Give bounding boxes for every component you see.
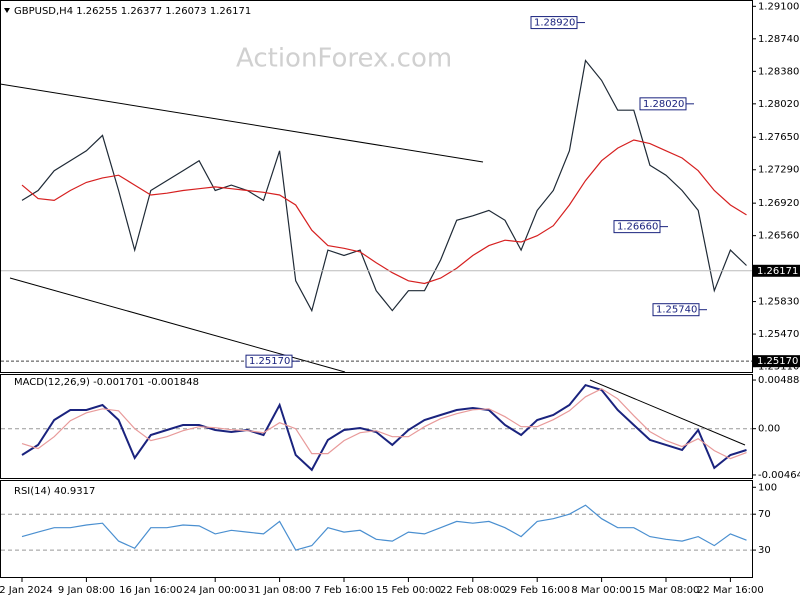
y-tick-label: 1.27290 (758, 165, 799, 176)
y-tick-label: 1.29100 (758, 1, 799, 12)
last-price-label: 1.26171 (757, 266, 798, 277)
channel-upper (0, 83, 484, 163)
x-tick-label: 22 Mar 16:00 (697, 585, 764, 596)
x-tick-label: 16 Jan 16:00 (119, 585, 182, 596)
series-line (21, 59, 747, 313)
y-tick-label: 30 (758, 545, 771, 556)
series-line (21, 383, 747, 472)
y-tick-label: 1.26920 (758, 198, 799, 209)
rsi-panel (0, 480, 753, 578)
x-tick-label: 15 Feb 00:00 (376, 585, 442, 596)
series-line (21, 504, 747, 551)
annotation-box (245, 354, 293, 368)
x-tick-label: 2 Jan 2024 (0, 585, 53, 596)
last-price-box (753, 264, 800, 277)
annotation-label: 1.25740 (656, 305, 697, 316)
annotation-label: 1.26660 (617, 222, 658, 233)
channel-lower (9, 277, 346, 373)
x-tick-label: 7 Feb 16:00 (314, 585, 373, 596)
price-panel (0, 0, 753, 373)
watermark: ActionForex.com (236, 44, 452, 74)
level-label: 1.25170 (757, 356, 798, 367)
x-tick-label: 24 Jan 00:00 (184, 585, 247, 596)
series-line (21, 388, 747, 460)
x-tick-label: 29 Feb 16:00 (504, 585, 570, 596)
y-tick-label: 100 (758, 482, 777, 493)
annotation-label: 1.28020 (643, 99, 684, 110)
x-tick-label: 9 Jan 08:00 (58, 585, 115, 596)
y-tick-label: 0.004884 (758, 375, 800, 386)
title-icon (4, 8, 10, 13)
level-box (753, 355, 800, 368)
y-tick-label: 1.28020 (758, 99, 799, 110)
y-tick-label: 1.27650 (758, 132, 799, 143)
y-tick-label: 1.25470 (758, 329, 799, 340)
y-tick-label: 0.00 (758, 424, 780, 435)
y-tick-label: 1.28380 (758, 66, 799, 77)
x-tick-label: 15 Mar 08:00 (633, 585, 700, 596)
macd-panel (0, 374, 753, 479)
annotation-label: 1.28920 (534, 18, 575, 29)
series-line (21, 139, 747, 285)
annotation-box (652, 303, 700, 317)
x-tick-label: 8 Mar 00:00 (571, 585, 631, 596)
y-tick-label: -0.004645 (758, 470, 800, 481)
macd-trendline (589, 379, 746, 446)
y-tick-label: 1.28740 (758, 34, 799, 45)
rsi-title: RSI(14) 40.9317 (14, 486, 95, 497)
annotation-box (530, 16, 578, 30)
x-tick-label: 22 Feb 08:00 (440, 585, 506, 596)
y-tick-label: 70 (758, 509, 771, 520)
price-title: GBPUSD,H4 1.26255 1.26377 1.26073 1.2617… (14, 6, 251, 17)
annotation-box (639, 97, 687, 111)
annotation-label: 1.25170 (249, 356, 290, 367)
x-tick-label: 31 Jan 08:00 (248, 585, 311, 596)
y-tick-label: 1.25830 (758, 297, 799, 308)
macd-title: MACD(12,26,9) -0.001701 -0.001848 (14, 377, 199, 388)
y-tick-label: 1.26560 (758, 231, 799, 242)
annotation-box (613, 220, 661, 234)
